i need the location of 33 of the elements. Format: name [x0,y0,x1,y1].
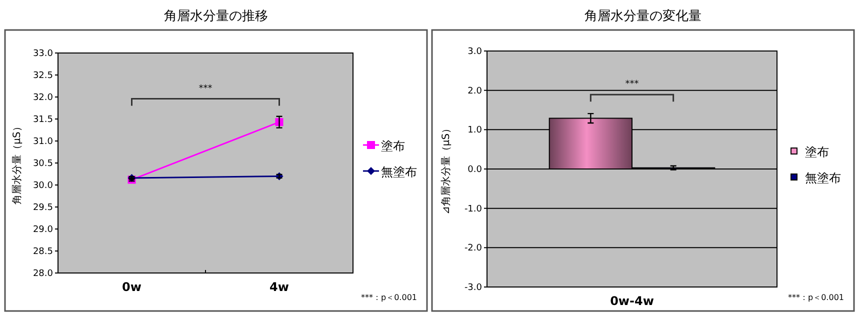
y-tick-label: -2.0 [464,244,482,254]
x-tick-label: 0w-4w [610,294,654,308]
legend-label: 塗布 [381,139,405,153]
y-tick-label: 33.0 [32,49,54,59]
y-tick-label: 32.5 [32,71,53,81]
y-tick-label: 29.0 [32,225,54,235]
y-axis-title: 角層水分量（μS） [11,122,23,204]
y-tick-label: 31.0 [32,137,54,147]
y-tick-label: 2.0 [468,86,482,96]
text: ***：p＜0.001 [788,293,844,302]
legend-label: 無塗布 [805,171,841,185]
y-tick-label: 28.5 [32,247,53,257]
y-tick-label: 29.5 [32,203,53,213]
y-tick-label: 32.0 [32,93,54,103]
legend-label: 無塗布 [381,165,417,179]
x-tick-label: 4w [270,280,289,294]
y-tick-label: 1.0 [468,126,482,136]
y-axis-title: ⊿角層水分量（μS） [440,123,452,215]
chart-title: 角層水分量の変化量 [584,8,702,24]
y-tick-label: 30.0 [32,181,54,191]
x-tick-label: 0w [122,280,142,294]
chart-title: 角層水分量の推移 [164,9,268,24]
y-tick-label: -3.0 [464,283,482,293]
y-tick-label: 3.0 [468,47,482,57]
annotation: *** [198,84,213,94]
y-tick-label: 28.0 [32,269,54,279]
y-tick-label: -1.0 [464,204,482,214]
y-tick-label: 0.0 [468,165,482,175]
text: ***：p＜0.001 [361,293,417,302]
y-tick-label: 30.5 [32,159,53,169]
y-tick-label: 31.5 [32,115,53,125]
annotation: *** [625,80,640,90]
legend-label: 塗布 [805,145,829,159]
